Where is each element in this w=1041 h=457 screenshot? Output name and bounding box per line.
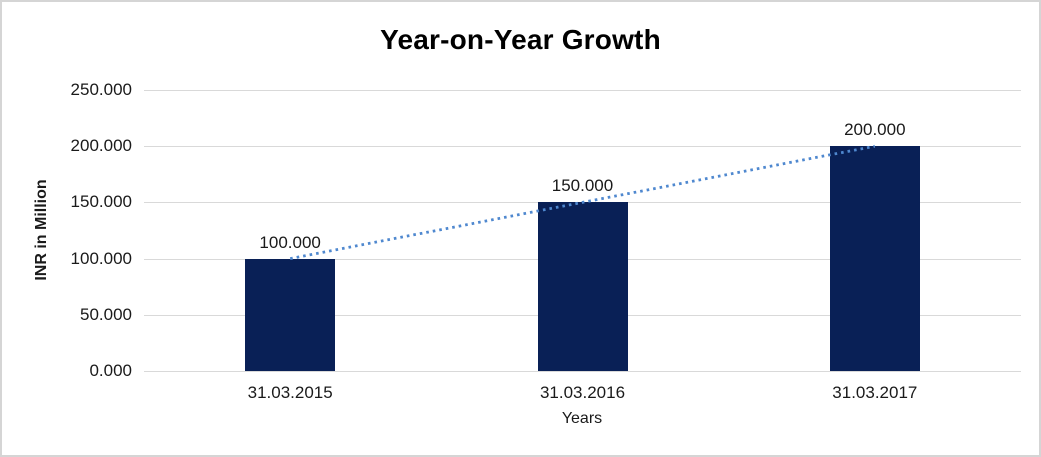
y-tick-label: 200.000 xyxy=(70,136,132,156)
bar-value-label: 200.000 xyxy=(844,120,906,140)
y-tick-label: 100.000 xyxy=(70,248,132,268)
y-tick-label: 250.000 xyxy=(70,80,132,99)
y-tick-label: 50.000 xyxy=(80,304,132,324)
x-tick-label: 31.03.2017 xyxy=(832,383,918,402)
x-axis-title: Years xyxy=(561,410,603,427)
bar-value-label: 100.000 xyxy=(259,232,321,252)
chart-title: Year-on-Year Growth xyxy=(380,24,661,55)
bar xyxy=(537,202,628,371)
y-tick-label: 0.000 xyxy=(89,361,132,380)
gridline xyxy=(144,371,1021,372)
bar xyxy=(829,146,920,371)
x-tick-label: 31.03.2016 xyxy=(539,383,626,402)
bar-value-label: 150.000 xyxy=(551,176,614,196)
x-tick-label: 31.03.2015 xyxy=(247,383,333,402)
bar xyxy=(245,258,336,371)
gridline xyxy=(144,90,1021,91)
y-tick-label: 150.000 xyxy=(70,192,132,212)
